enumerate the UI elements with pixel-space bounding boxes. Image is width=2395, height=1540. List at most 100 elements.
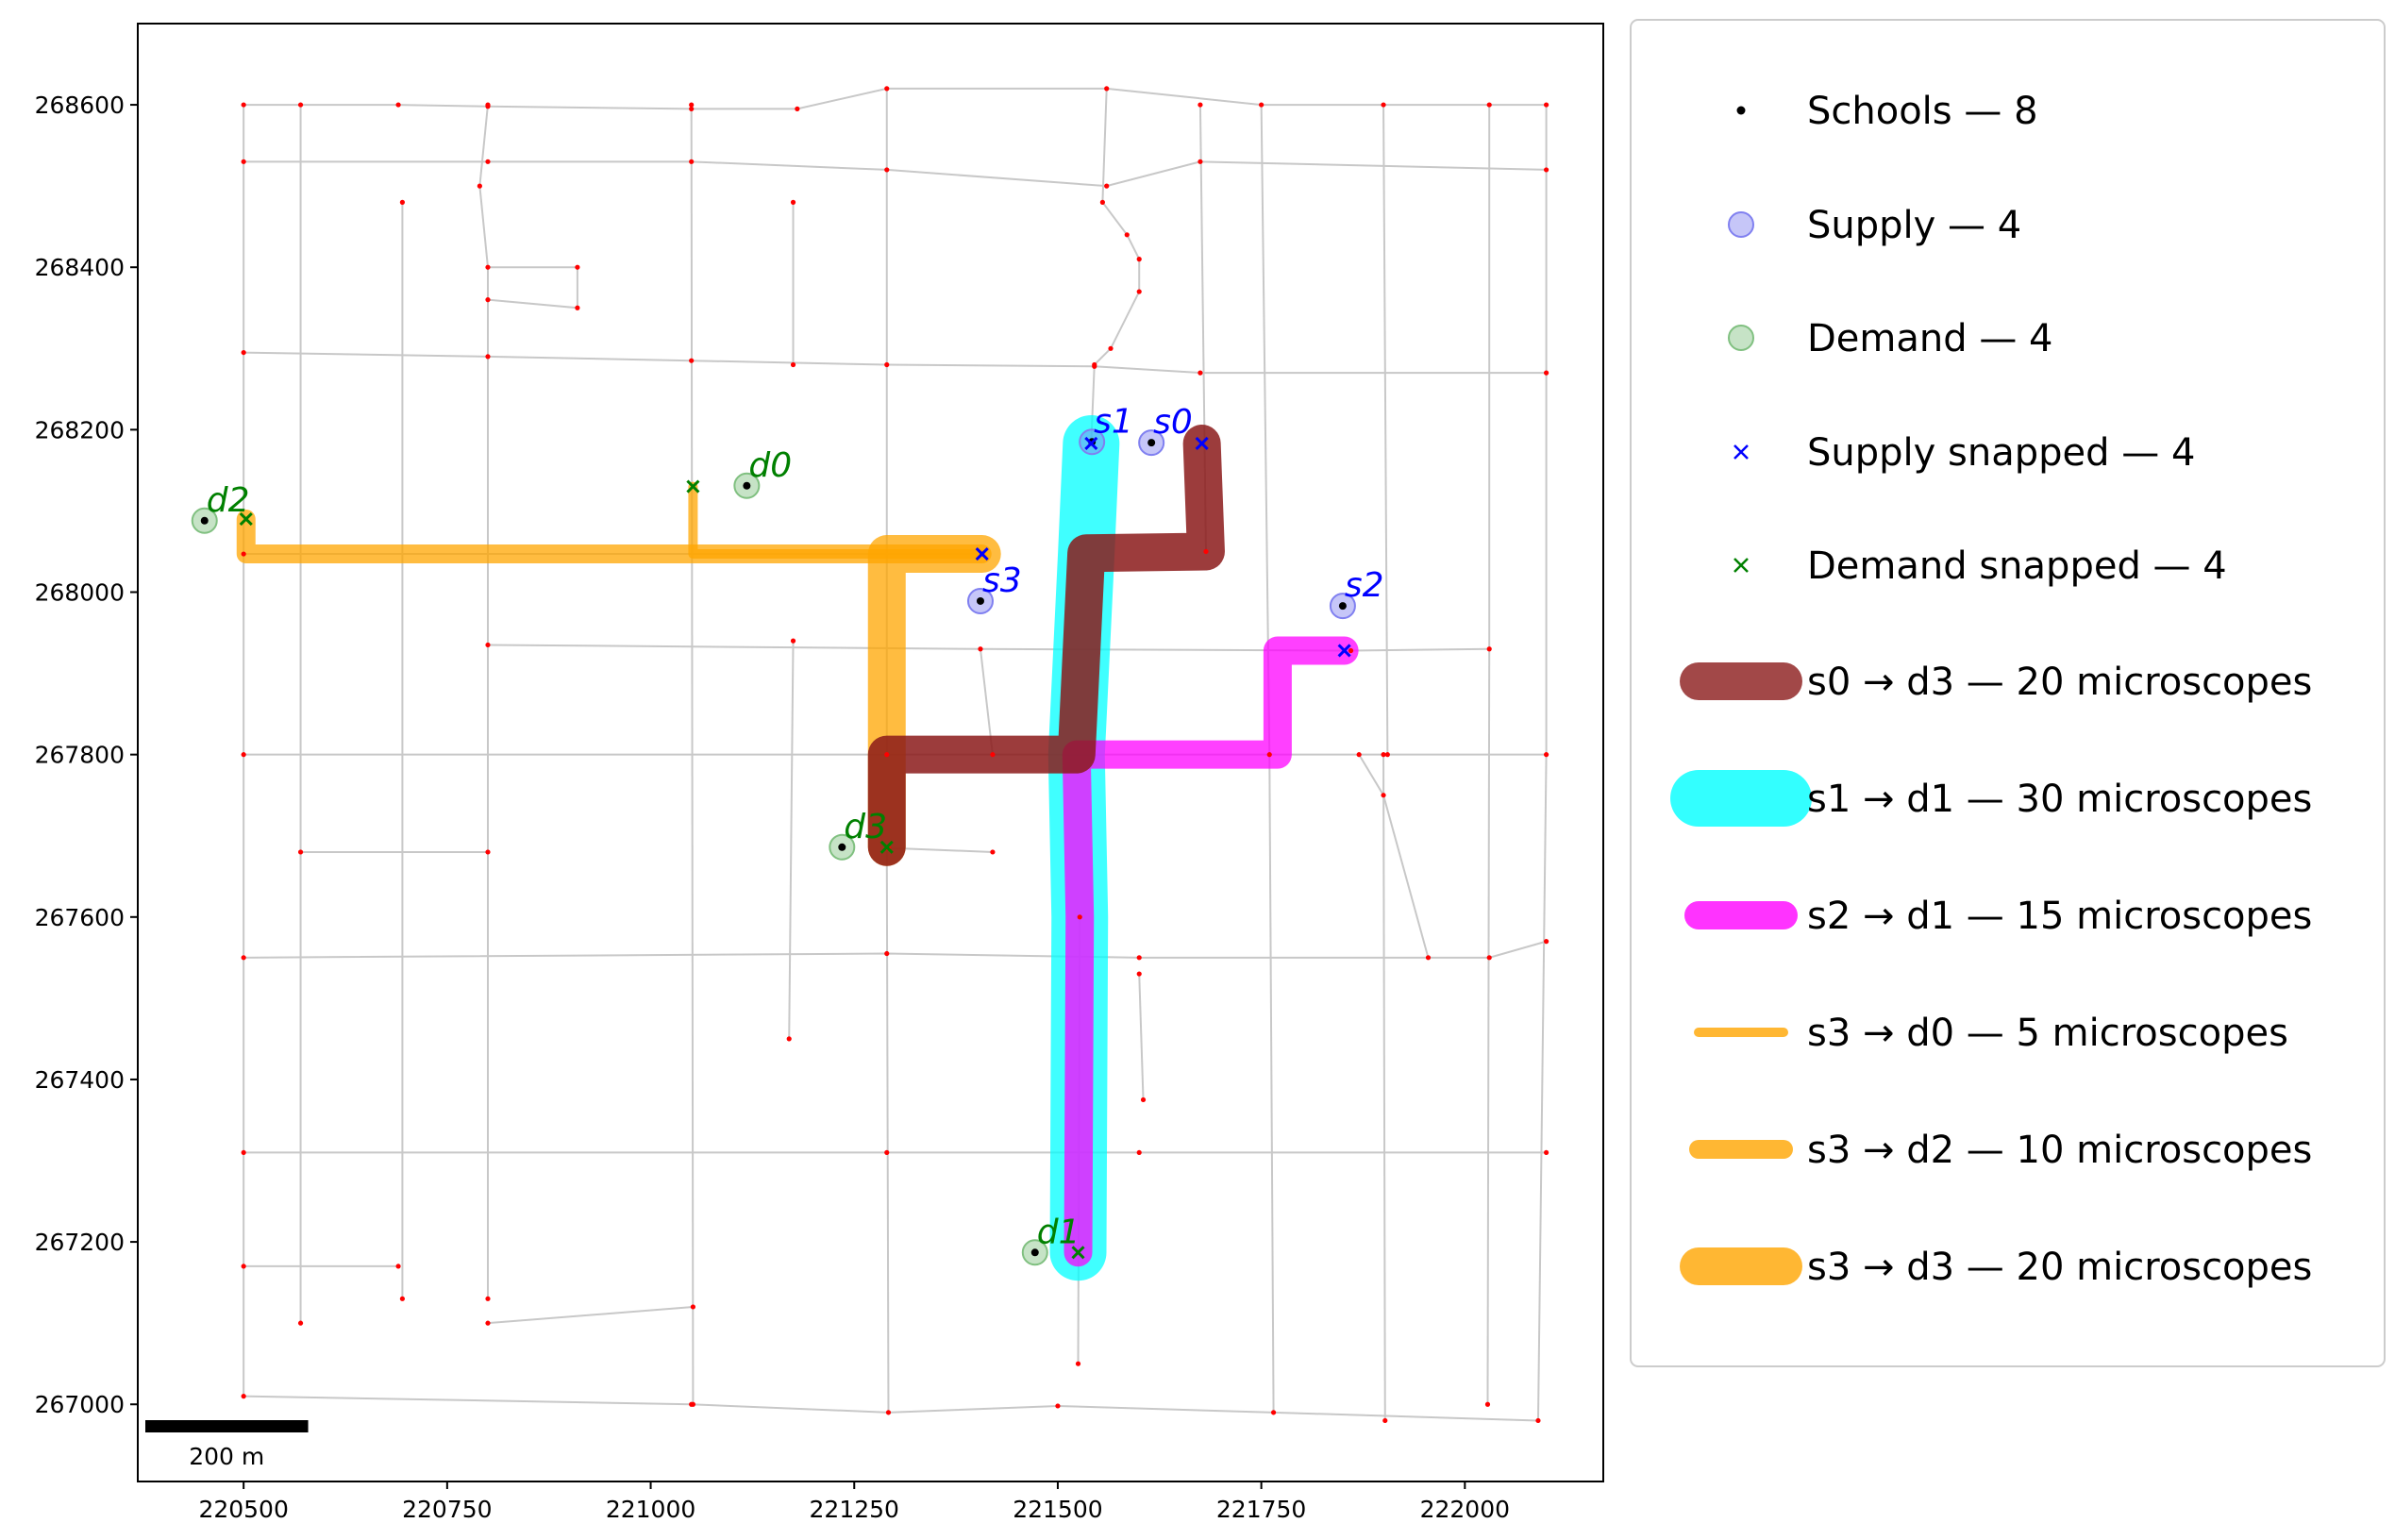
network-node: [241, 349, 246, 356]
legend-frame: [1630, 19, 2386, 1367]
network-node: [790, 361, 796, 368]
network-node: [1077, 914, 1082, 920]
network-node: [485, 1320, 491, 1326]
network-node: [689, 358, 695, 363]
legend-label: s3 → d0 — 5 microscopes: [1807, 1012, 2288, 1055]
supply-label: s2: [1345, 566, 1384, 605]
network-node: [485, 297, 491, 303]
network-node: [241, 102, 246, 108]
x-tick-label: 221250: [810, 1496, 899, 1523]
x-tick-label: 221500: [1013, 1496, 1102, 1523]
road-segment: [1090, 88, 1141, 444]
network-node: [1356, 752, 1362, 758]
network-node: [884, 361, 890, 368]
network-node: [1136, 955, 1142, 961]
network-node: [1544, 1149, 1549, 1156]
network-node: [575, 305, 580, 310]
network-node: [1198, 102, 1203, 108]
network-node: [1484, 1401, 1491, 1407]
network-node: [1382, 1417, 1388, 1424]
supply-snapped-marker: [1084, 436, 1098, 451]
scale-bar: 200 m: [145, 1420, 309, 1470]
point-labels: s0 s1 s2 s3 d0 d1 d2 d3: [207, 402, 1384, 1251]
route-line: [867, 424, 1225, 866]
scale-bar-rect: [145, 1420, 309, 1432]
scale-bar-label: 200 m: [189, 1443, 264, 1470]
legend-label: Schools — 8: [1807, 90, 2038, 133]
school-marker: [1338, 602, 1347, 611]
network-node: [241, 955, 246, 961]
x-tick-label: 221000: [606, 1496, 695, 1523]
network-node: [395, 102, 401, 108]
road-segment: [487, 266, 578, 310]
network-node: [790, 199, 796, 205]
network-node: [689, 159, 695, 164]
y-tick-label: 267400: [35, 1066, 125, 1094]
legend-supply-marker: [1728, 211, 1754, 238]
network-node: [1544, 939, 1549, 945]
legend-label: s2 → d1 — 15 microscopes: [1807, 895, 2312, 938]
legend-supply-snapped-marker: [1733, 444, 1749, 460]
supply-snapped-marker: [1195, 436, 1209, 451]
network-node: [485, 104, 491, 109]
demand-label: d1: [1037, 1213, 1080, 1251]
x-axis-ticks: 220500 220750 221000 221250 221500 221750 2220…: [198, 1481, 1510, 1523]
school-marker: [1147, 439, 1156, 447]
legend-label: s3 → d2 — 10 microscopes: [1807, 1129, 2312, 1172]
network-node: [241, 752, 246, 758]
demand-snapped-marker: [1071, 1246, 1085, 1260]
network-node: [241, 1264, 246, 1269]
road-segment: [487, 1305, 694, 1325]
network-node: [1486, 102, 1492, 108]
y-tick-label: 267200: [35, 1229, 125, 1256]
legend-label: s0 → d3 — 20 microscopes: [1807, 661, 2312, 704]
school-marker: [838, 843, 846, 851]
demand-label: d0: [748, 446, 792, 485]
school-marker: [976, 596, 984, 605]
road-segment: [1382, 754, 1386, 1421]
network-node: [485, 1296, 491, 1301]
network-node: [1104, 86, 1110, 92]
network-node: [1425, 955, 1432, 961]
demand-snapped-marker: [686, 479, 700, 494]
network-node: [884, 752, 890, 758]
legend-demand-marker: [1728, 325, 1754, 351]
network-nodes: [241, 86, 1549, 1424]
network-node: [978, 646, 983, 652]
legend-items: Schools — 8 Supply — 4 Demand — 4 Supply sn…: [1670, 90, 2312, 1289]
network-node: [1348, 647, 1354, 654]
network-node: [297, 102, 304, 108]
network-node: [1381, 752, 1386, 758]
route-line: [236, 510, 992, 564]
legend-label: Demand — 4: [1807, 317, 2053, 360]
plot-frame: [137, 23, 1604, 1482]
y-axis-ticks: 267000 267200 267400 267600 267800 268000 2682…: [35, 92, 138, 1418]
network-node: [485, 354, 491, 360]
network-node: [790, 638, 796, 644]
network-node: [1544, 102, 1549, 108]
network-node: [1381, 793, 1386, 798]
network-node: [575, 264, 580, 270]
school-marker: [743, 481, 751, 490]
road-segment: [478, 104, 489, 1299]
network-node: [1381, 102, 1386, 108]
network-node: [884, 1149, 890, 1156]
network-node: [689, 1401, 695, 1407]
network-node: [1124, 232, 1130, 238]
network-node: [241, 1149, 246, 1156]
y-tick-label: 268000: [35, 579, 125, 607]
network-node: [1535, 1417, 1541, 1424]
legend-label: s3 → d3 — 20 microscopes: [1807, 1246, 2312, 1289]
network-node: [297, 849, 304, 855]
demand-snapped-marker: [879, 840, 894, 854]
legend-label: Supply — 4: [1807, 204, 2021, 247]
network-node: [1198, 159, 1203, 164]
network-node: [399, 199, 406, 205]
road-segment: [243, 1395, 1539, 1422]
network-node: [297, 1320, 304, 1326]
y-tick-label: 268600: [35, 92, 125, 119]
network-node: [786, 1036, 792, 1042]
network-node: [485, 264, 491, 270]
routes-layer: [236, 414, 1359, 1281]
x-tick-label: 221750: [1216, 1496, 1306, 1523]
